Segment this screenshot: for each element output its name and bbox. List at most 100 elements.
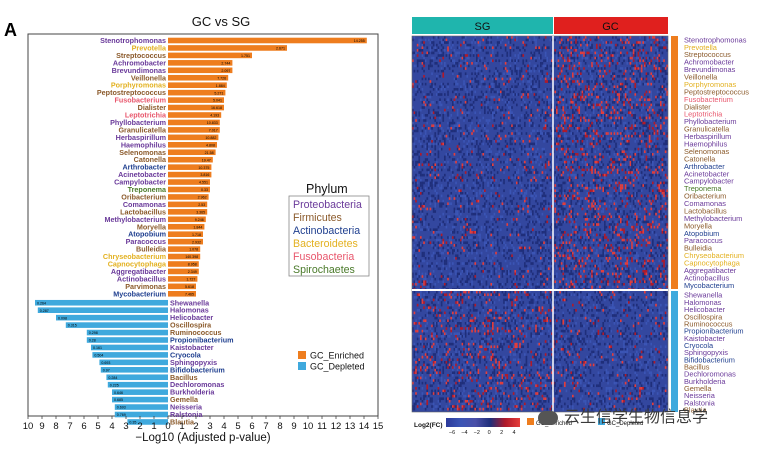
bar (92, 352, 168, 358)
bar-value-label: 16.618 (211, 106, 222, 110)
x-tick-label: 2 (193, 421, 198, 432)
phylum-legend-entry: Actinobacteria (293, 225, 360, 237)
phylum-legend-entry: Firmicutes (293, 212, 342, 224)
x-tick-label: 12 (331, 421, 342, 432)
x-tick-label: 9 (291, 421, 296, 432)
phylum-legend-entry: Spirochaetes (293, 264, 355, 276)
bar-value-label: 0.298 (89, 331, 98, 335)
bar (56, 314, 168, 321)
bar-value-label: 1.078 (189, 248, 198, 252)
bar-value-label: 0.693 (101, 361, 110, 365)
bar-value-label: 0.284 (108, 376, 117, 380)
bar-value-label: 0.28 (89, 339, 96, 343)
bar-value-label: 0.287 (40, 309, 49, 313)
bar-value-label: 2.744 (221, 61, 230, 65)
x-tick-label: 4 (109, 421, 114, 432)
x-tick-label: 11 (317, 421, 327, 432)
group-legend-label: GC_Enriched (310, 351, 364, 361)
x-tick-label: 2 (137, 421, 142, 432)
phylum-legend-entry: Proteobacteria (293, 199, 362, 211)
bar-value-label: 0.264 (37, 301, 46, 305)
x-tick-label: 3 (123, 421, 128, 432)
bar-value-label: 10.882 (205, 136, 216, 140)
bar-value-label: 9.246 (195, 218, 204, 222)
bar-value-label: 1.844 (193, 225, 202, 229)
chart-title: GC vs SG (192, 14, 251, 29)
x-tick-label: 5 (95, 421, 100, 432)
bar-value-label: 2.349 (188, 270, 197, 274)
x-tick-label: 8 (277, 421, 282, 432)
bar-value-label: 0.504 (94, 354, 103, 358)
bar-value-label: 7.465 (185, 292, 194, 296)
bar-value-label: 4.808 (206, 143, 215, 147)
x-tick-label: 1 (151, 421, 156, 432)
bar-value-label: 0.098 (58, 316, 67, 320)
bar-value-label: 2.097 (221, 69, 230, 73)
bar-value-label: 8.958 (188, 263, 197, 267)
x-tick-label: 6 (249, 421, 254, 432)
bar-value-label: 2.932 (192, 240, 201, 244)
bar (86, 329, 168, 336)
bar-value-label: 0.646 (114, 391, 123, 395)
bar (86, 337, 168, 343)
bar (168, 45, 287, 51)
x-tick-label: 1 (179, 421, 184, 432)
x-tick-label: 7 (263, 421, 268, 432)
bar-value-label: 10.375 (198, 166, 209, 170)
bar-value-label: 1.718 (192, 233, 201, 237)
bar (91, 344, 168, 351)
bar-value-label: 2.671 (276, 47, 285, 51)
x-tick-label: 9 (39, 421, 44, 432)
bar (168, 37, 367, 44)
bar-value-label: 3.816 (200, 173, 209, 177)
bar-value-label: 0.35 (129, 421, 136, 425)
phylum-legend-entry: Bacteroidetes (293, 238, 358, 250)
bar-value-label: 5.271 (214, 91, 223, 95)
x-tick-label: 14 (359, 421, 370, 432)
group-legend-swatch (298, 362, 306, 370)
bar-value-label: 2.962 (198, 196, 207, 200)
x-tick-label: 5 (235, 421, 240, 432)
bar-value-label: 140.398 (185, 255, 198, 259)
x-tick-label: 6 (81, 421, 86, 432)
bar (35, 299, 168, 306)
bar-value-label: 14.255 (354, 39, 365, 43)
phylum-legend-title: Phylum (306, 182, 348, 196)
bar-value-label: 2.53 (198, 203, 205, 207)
bar-value-label: 5.041 (213, 99, 222, 103)
bar-value-label: 4.193 (210, 114, 219, 118)
bar (65, 322, 168, 328)
bar-value-label: 7.017 (209, 129, 218, 133)
bar-value-label: 7.726 (217, 76, 226, 80)
bar (37, 307, 168, 313)
bar-category-label: Mycobacterium (113, 289, 166, 298)
bar-value-label: 0.769 (117, 413, 126, 417)
bar-value-label: 0.161 (93, 346, 102, 350)
bar-value-label: 0.693 (117, 406, 126, 410)
bar-value-label: 4.551 (199, 181, 208, 185)
bar-value-label: 10.833 (207, 121, 218, 125)
bar-value-label: 1.727 (186, 278, 195, 282)
bar-value-label: 3.365 (196, 210, 205, 214)
phylum-legend-entry: Fusobacteria (293, 251, 354, 263)
bar-value-label: 0.315 (68, 324, 77, 328)
x-tick-label: 3 (207, 421, 212, 432)
x-tick-label: 13 (345, 421, 356, 432)
bar-value-label: 0.97 (103, 368, 110, 372)
x-tick-label: 8 (53, 421, 58, 432)
x-axis-label: −Log10 (Adjusted p-value) (135, 432, 270, 444)
x-tick-label: 0 (165, 421, 170, 432)
bar-value-label: 0.225 (110, 383, 119, 387)
bar-value-label: 0.685 (114, 398, 123, 402)
group-legend-swatch (298, 351, 306, 359)
bar-value-label: 0.33 (201, 188, 208, 192)
group-legend-label: GC_Depleted (310, 362, 365, 372)
bar-value-label: 21.58 (205, 151, 214, 155)
bar-value-label: 1.751 (241, 54, 250, 58)
bar (100, 367, 168, 373)
bar (168, 52, 252, 59)
x-tick-label: 7 (67, 421, 72, 432)
x-tick-label: 10 (303, 421, 314, 432)
x-tick-label: 4 (221, 421, 226, 432)
